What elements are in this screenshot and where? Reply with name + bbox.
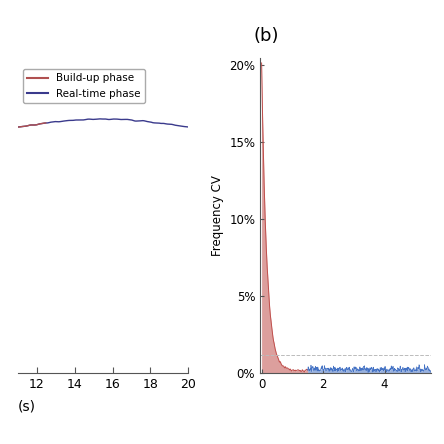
Y-axis label: Frequency CV: Frequency CV: [210, 175, 224, 256]
Text: (s): (s): [18, 399, 36, 413]
Text: (b): (b): [254, 27, 279, 44]
Legend: Build-up phase, Real-time phase: Build-up phase, Real-time phase: [23, 69, 145, 103]
